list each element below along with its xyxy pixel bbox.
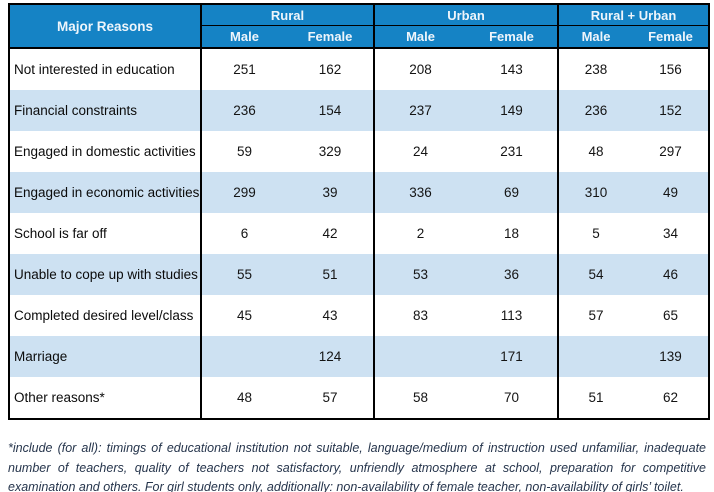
cell-value: 51: [557, 377, 634, 419]
cell-value: 237: [373, 90, 467, 131]
header-sub-row: Male Female Male Female Male Female: [9, 25, 710, 49]
cell-value: 139: [659, 349, 682, 364]
cell-value: 156: [659, 62, 682, 77]
cell-value: 162: [318, 62, 342, 77]
cell-value: 57: [322, 390, 338, 405]
row-label: Financial constraints: [9, 90, 202, 131]
column-header-rural-male: Male: [201, 25, 287, 49]
cell-value: 236: [557, 90, 634, 131]
cell-value: 51: [322, 267, 338, 282]
cell-value: 48: [236, 390, 253, 405]
cell-value: 149: [500, 103, 523, 118]
cell-value: 236: [233, 103, 256, 118]
cell-value: 34: [663, 226, 679, 241]
cell-value: 171: [500, 349, 523, 364]
table-row: School is far off 6 42 2 18 5 34: [9, 213, 709, 254]
cell-value: [373, 336, 467, 377]
cell-value: 48: [557, 131, 634, 172]
table-row: Engaged in economic activities 299 39 33…: [9, 172, 710, 213]
row-label: Completed desired level/class: [9, 295, 202, 336]
cell-value: 2: [373, 213, 467, 254]
cell-value: 57: [557, 295, 634, 336]
cell-value: 231: [500, 144, 523, 159]
column-header-rural-female: Female: [287, 25, 375, 49]
cell-value: 59: [236, 144, 253, 159]
cell-value: 18: [504, 226, 520, 241]
dropout-reasons-table: Major Reasons Rural Urban Rural + Urban …: [8, 3, 711, 420]
row-label: Engaged in economic activities: [9, 172, 202, 213]
cell-value: 45: [236, 308, 253, 323]
cell-value: 54: [557, 254, 634, 295]
cell-value: 238: [557, 48, 634, 90]
cell-value: 24: [373, 131, 467, 172]
column-group-rural-urban: Rural + Urban: [557, 4, 710, 26]
cell-value: 336: [373, 172, 467, 213]
table-row: Financial constraints 236 154 237 149 23…: [9, 90, 710, 131]
cell-value: 65: [663, 308, 679, 323]
cell-value: 53: [373, 254, 467, 295]
cell-value: 124: [318, 349, 342, 364]
row-label: Unable to cope up with studies: [9, 254, 202, 295]
cell-value: 49: [663, 185, 679, 200]
cell-value: 62: [663, 390, 679, 405]
table-row: Completed desired level/class 45 43 83 1…: [9, 295, 709, 336]
column-header-urban-female: Female: [466, 25, 559, 49]
cell-value: 6: [240, 226, 249, 241]
cell-value: 152: [659, 103, 682, 118]
header-group-row: Major Reasons Rural Urban Rural + Urban: [9, 4, 710, 49]
row-label: Other reasons*: [9, 377, 202, 419]
cell-value: 43: [322, 308, 338, 323]
cell-value: 143: [500, 62, 523, 77]
column-header-rural-urban-female: Female: [633, 25, 710, 49]
cell-value: 299: [233, 185, 256, 200]
table-row: Engaged in domestic activities 59 329 24…: [9, 131, 709, 172]
column-group-urban: Urban: [373, 4, 559, 26]
table-footnote: *include (for all): timings of education…: [8, 441, 706, 492]
cell-value: 297: [659, 144, 682, 159]
cell-value: 36: [504, 267, 520, 282]
table-row: Marriage 124 171 139: [9, 336, 710, 377]
cell-value: [201, 336, 287, 377]
cell-value: 39: [322, 185, 338, 200]
cell-value: 251: [233, 62, 256, 77]
cell-value: 154: [318, 103, 342, 118]
column-header-rural-urban-male: Male: [557, 25, 634, 49]
table-row: Not interested in education 251 162 208 …: [9, 48, 709, 90]
column-group-rural: Rural: [201, 4, 375, 26]
cell-value: 46: [663, 267, 679, 282]
row-label: Not interested in education: [9, 48, 202, 90]
cell-value: 329: [318, 144, 342, 159]
cell-value: [557, 336, 634, 377]
cell-value: 83: [373, 295, 467, 336]
cell-value: 310: [557, 172, 634, 213]
cell-value: 58: [373, 377, 467, 419]
column-header-major-reasons: Major Reasons: [9, 4, 202, 49]
table-row: Other reasons* 48 57 58 70 51 62: [9, 377, 709, 419]
column-header-urban-male: Male: [373, 25, 467, 49]
cell-value: 42: [322, 226, 338, 241]
row-label: Marriage: [9, 336, 202, 377]
row-label: Engaged in domestic activities: [9, 131, 202, 172]
cell-value: 113: [500, 308, 523, 323]
cell-value: 69: [504, 185, 520, 200]
cell-value: 70: [504, 390, 520, 405]
cell-value: 208: [373, 48, 467, 90]
table-row: Unable to cope up with studies 55 51 53 …: [9, 254, 710, 295]
row-label: School is far off: [9, 213, 202, 254]
cell-value: 55: [236, 267, 253, 282]
cell-value: 5: [557, 213, 634, 254]
